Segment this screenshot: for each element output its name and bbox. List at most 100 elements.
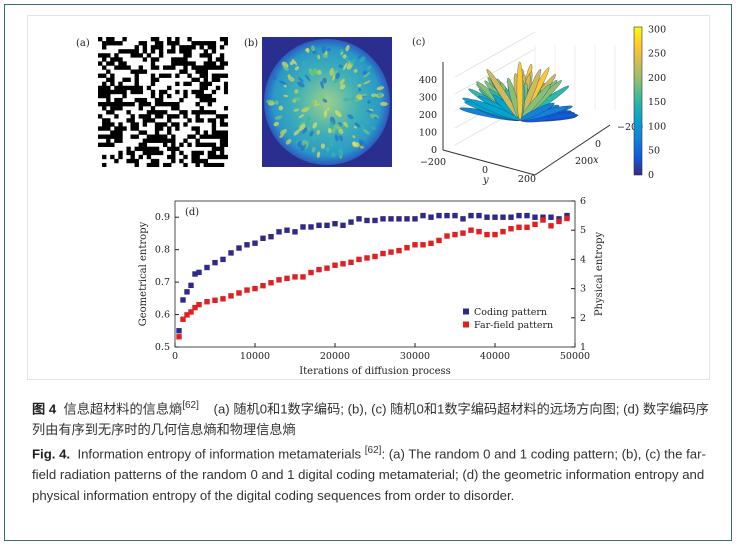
coding-cell — [175, 61, 180, 66]
coding-cell — [110, 57, 115, 62]
x-tick-label: 200 — [575, 156, 593, 167]
far-field-lobe — [358, 139, 366, 147]
far-field-lobe — [324, 50, 328, 55]
coding-cell — [130, 150, 135, 156]
coding-cell — [114, 138, 119, 143]
coding-cell — [203, 49, 208, 54]
data-point-coding — [420, 212, 426, 219]
coding-cell — [98, 37, 103, 42]
coding-cell — [191, 126, 196, 131]
coding-cell — [223, 122, 228, 127]
far-field-lobe — [325, 147, 330, 152]
far-field-lobe — [293, 97, 301, 102]
coding-cell — [211, 150, 217, 156]
far-field-lobe — [329, 121, 335, 130]
coding-cell — [203, 81, 208, 87]
far-field-lobe — [319, 93, 325, 99]
colorbar — [633, 26, 643, 176]
coding-cell — [211, 77, 217, 82]
coding-cell — [98, 114, 103, 119]
coding-cell — [211, 110, 217, 115]
coding-cell — [126, 150, 131, 156]
data-point-coding — [308, 224, 314, 230]
data-point-far-field — [564, 215, 570, 222]
coding-cell — [134, 53, 139, 58]
coding-cell — [183, 114, 188, 119]
coding-cell — [158, 122, 164, 127]
far-field-lobe — [293, 129, 300, 136]
coding-cell — [150, 150, 156, 156]
caption-cn-ref[interactable]: [62] — [182, 400, 199, 411]
colorbar-tick-label: 0 — [648, 170, 654, 181]
coding-cell — [114, 57, 119, 62]
far-field-lobe — [316, 151, 321, 158]
coding-cell — [98, 85, 103, 91]
coding-cell — [98, 126, 103, 131]
data-point-far-field — [484, 231, 490, 238]
coding-cell — [211, 134, 217, 139]
coding-cell — [183, 93, 188, 99]
far-field-lobe — [359, 124, 365, 130]
coding-cell — [171, 150, 176, 156]
data-point-far-field — [404, 245, 410, 251]
far-field-lobe — [347, 125, 351, 129]
coding-cell — [158, 102, 164, 107]
coding-cell — [150, 89, 156, 95]
coding-cell — [110, 89, 115, 95]
coding-cell — [207, 150, 213, 156]
x-axis-label: x — [593, 155, 599, 166]
data-point-far-field — [284, 275, 290, 282]
coding-cell — [211, 142, 217, 147]
coding-cell — [150, 81, 156, 87]
data-point-coding — [388, 216, 394, 222]
coding-cell — [150, 93, 156, 99]
coding-cell — [118, 41, 123, 46]
coding-cell — [211, 89, 217, 95]
coding-cell — [199, 53, 204, 58]
coding-cell — [154, 37, 160, 42]
far-field-lobe — [307, 105, 311, 109]
figure-frame — [4, 4, 732, 541]
coding-cell — [106, 138, 111, 143]
far-field-lobe — [358, 87, 362, 92]
coding-cell — [223, 37, 228, 42]
coding-cell — [118, 102, 123, 107]
legend-label: Far-field pattern — [474, 320, 553, 331]
far-field-lobe — [333, 65, 337, 72]
data-point-coding — [404, 216, 410, 222]
far-field-lobe — [339, 148, 344, 156]
x-tick-label: −200 — [617, 122, 643, 133]
data-point-coding — [364, 217, 370, 224]
coding-cell — [183, 122, 188, 127]
coding-cell — [211, 154, 217, 160]
coding-cell — [146, 110, 152, 115]
coding-cell — [219, 122, 225, 127]
data-point-far-field — [276, 277, 282, 283]
far-field-lobe — [320, 80, 325, 89]
coding-cell — [195, 126, 200, 131]
coding-cell — [150, 45, 156, 50]
coding-cell — [154, 102, 160, 107]
coding-cell — [150, 138, 156, 143]
x-tick-label: 50000 — [560, 351, 590, 362]
coding-cell — [122, 65, 127, 70]
caption-en-ref[interactable]: [62] — [364, 445, 382, 456]
coding-cell — [199, 106, 204, 111]
coding-cell — [122, 37, 127, 42]
colorbar-tick-label: 300 — [648, 24, 666, 35]
coding-cell — [102, 102, 107, 107]
coding-cell — [106, 69, 111, 74]
data-point-far-field — [268, 280, 274, 286]
coding-cell — [211, 146, 217, 152]
data-point-coding — [212, 259, 218, 266]
coding-cell — [167, 93, 172, 99]
coding-cell — [199, 89, 204, 95]
coding-cell — [179, 49, 184, 54]
coding-cell — [219, 130, 225, 135]
coding-cell — [106, 102, 111, 107]
coding-cell — [154, 146, 160, 152]
data-point-coding — [284, 227, 290, 233]
coding-cell — [171, 57, 176, 62]
data-point-coding — [548, 214, 554, 220]
coding-cell — [126, 146, 131, 152]
